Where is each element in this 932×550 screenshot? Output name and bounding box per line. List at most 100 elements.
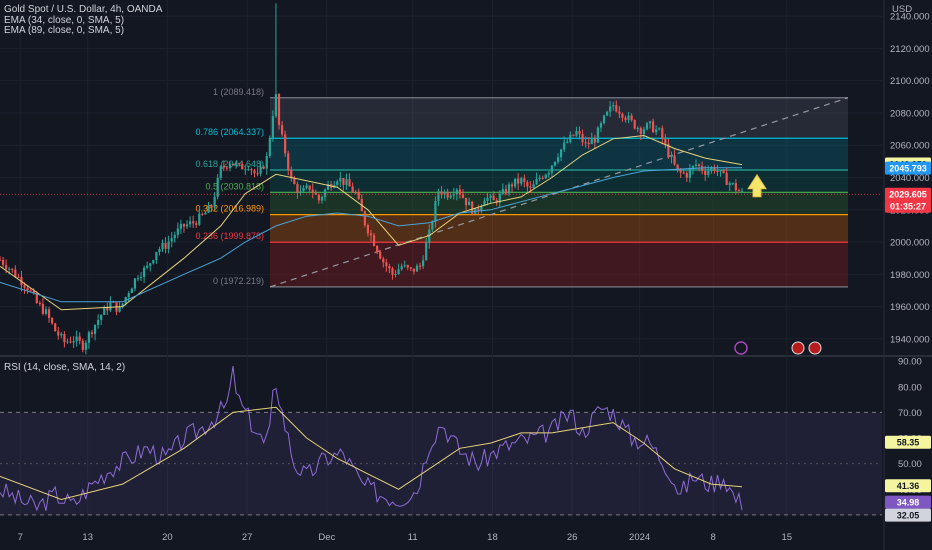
- price-badge-text: 2045.793: [889, 163, 927, 173]
- candle-body: [559, 149, 563, 158]
- candle-body: [339, 178, 342, 182]
- candle-body: [167, 241, 170, 249]
- candle-body: [514, 178, 517, 187]
- candle-body: [90, 332, 94, 334]
- fib-trend-line: [269, 97, 849, 288]
- fib-zone: [270, 138, 848, 170]
- candle-body: [152, 260, 155, 264]
- rsi-badge: [885, 479, 931, 493]
- rsi-tick-label: 90.00: [898, 357, 922, 368]
- candle-body: [685, 173, 688, 178]
- candle-body: [228, 163, 232, 169]
- candle-body: [26, 287, 29, 291]
- ema-lines: [0, 134, 743, 311]
- candle-body: [44, 309, 48, 314]
- candle-body: [118, 306, 121, 312]
- fibonacci-retracement[interactable]: 1 (2089.418)0.786 (2064.337)0.618 (2044.…: [195, 87, 849, 288]
- time-tick-label: Dec: [318, 532, 335, 543]
- candle-body: [170, 238, 173, 242]
- candle-body: [636, 127, 639, 129]
- candle-body: [323, 189, 327, 198]
- candle-body: [109, 301, 112, 311]
- candle-body: [658, 128, 661, 130]
- rsi-legend: RSI (14, close, SMA, 14, 2): [4, 362, 126, 373]
- candle-body: [182, 223, 186, 227]
- candle-body: [728, 183, 731, 185]
- price-tick-label: 2060.000: [890, 141, 930, 152]
- candle-body: [572, 134, 575, 136]
- annotations: [734, 173, 822, 355]
- candle-body: [219, 166, 222, 178]
- candle-body: [477, 208, 480, 211]
- candle-body: [363, 211, 366, 226]
- candle-body: [100, 314, 103, 320]
- candle-body: [458, 189, 462, 195]
- candle-body: [719, 170, 722, 172]
- candle-body: [234, 163, 238, 166]
- candle-body: [192, 221, 195, 224]
- candle-body: [722, 170, 725, 173]
- candle-body: [185, 224, 189, 227]
- candle-body: [740, 191, 744, 193]
- candle-body: [391, 268, 394, 275]
- fib-zone: [270, 169, 848, 193]
- chart-title: Gold Spot / U.S. Dollar, 4h, OANDA: [4, 4, 163, 15]
- candle-body: [725, 172, 728, 185]
- candle-body: [372, 235, 376, 247]
- rsi-badge: [885, 435, 931, 449]
- time-tick-label: 20: [162, 532, 173, 543]
- price-badge: [885, 199, 931, 213]
- candle-body: [0, 259, 2, 261]
- candle-body: [578, 130, 581, 134]
- candle-body: [29, 290, 32, 292]
- candle-body: [57, 331, 60, 336]
- ema89-line: [0, 167, 742, 303]
- candle-body: [596, 127, 599, 143]
- candle-body: [532, 184, 535, 188]
- candle-body: [495, 200, 498, 203]
- candle-body: [486, 197, 489, 201]
- candle-body: [158, 249, 161, 253]
- candle-body: [556, 157, 560, 162]
- candle-body: [633, 120, 636, 129]
- candle-body: [336, 181, 339, 185]
- candle-body: [351, 186, 354, 193]
- candle-body: [302, 187, 305, 192]
- candle-body: [277, 94, 281, 126]
- candle-body: [716, 170, 719, 172]
- candle-body: [415, 265, 419, 272]
- time-tick-label: 13: [82, 532, 93, 543]
- fib-level-label: 0 (1972.219): [213, 276, 264, 286]
- candle-body: [455, 189, 458, 195]
- candle-body: [673, 155, 676, 165]
- candle-body: [299, 191, 302, 193]
- candle-body: [149, 263, 152, 266]
- candle-body: [517, 178, 520, 184]
- candle-body: [369, 233, 373, 236]
- candle-body: [176, 228, 179, 235]
- candle-body: [66, 341, 69, 343]
- candle-body: [691, 165, 695, 170]
- candle-body: [112, 301, 115, 303]
- candle-body: [127, 293, 130, 298]
- candle-body: [443, 191, 446, 195]
- candle-body: [498, 193, 501, 203]
- time-tick-label: 18: [487, 532, 498, 543]
- candle-body: [388, 266, 391, 269]
- candle-body: [609, 106, 612, 112]
- fib-zone: [270, 97, 848, 139]
- rsi-badge-text: 58.35: [897, 438, 920, 448]
- candle-body: [648, 121, 652, 124]
- candle-body: [106, 307, 109, 311]
- candle-body: [541, 177, 544, 179]
- candle-body: [425, 242, 428, 261]
- candle-body: [707, 170, 710, 175]
- ema34-line: [0, 134, 743, 311]
- candle-body: [268, 137, 271, 156]
- rsi-badge-text: 32.05: [897, 510, 920, 520]
- candle-body: [670, 155, 673, 158]
- candle-body: [161, 242, 164, 250]
- candle-body: [72, 341, 75, 343]
- price-tick-label: 2080.000: [890, 108, 930, 119]
